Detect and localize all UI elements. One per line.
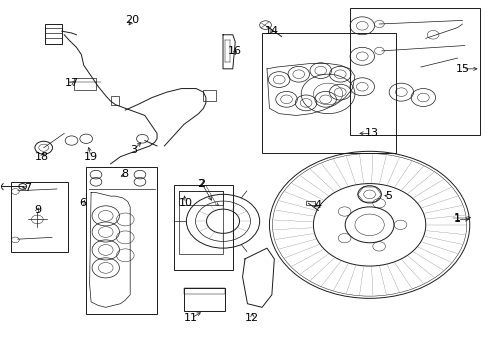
- Bar: [86, 167, 157, 315]
- Bar: [179, 191, 223, 205]
- Bar: [306, 201, 315, 205]
- Text: 1: 1: [454, 215, 461, 224]
- Text: 6: 6: [79, 198, 86, 208]
- Text: 5: 5: [386, 191, 392, 201]
- Text: 16: 16: [228, 46, 242, 56]
- Text: 2: 2: [197, 179, 205, 189]
- Text: 9: 9: [34, 206, 41, 216]
- Bar: [74, 78, 96, 90]
- Bar: [11, 182, 68, 252]
- Bar: [45, 24, 62, 44]
- Text: 15: 15: [455, 64, 469, 74]
- Text: 7: 7: [24, 183, 31, 193]
- Text: 3: 3: [130, 144, 137, 154]
- Text: 20: 20: [125, 15, 140, 26]
- Text: 8: 8: [122, 169, 129, 179]
- Bar: [203, 90, 216, 101]
- Text: 12: 12: [245, 313, 259, 323]
- Text: 17: 17: [65, 78, 78, 88]
- Text: 19: 19: [84, 152, 98, 162]
- Text: 11: 11: [184, 313, 198, 323]
- Text: 18: 18: [35, 152, 49, 162]
- Bar: [184, 288, 225, 311]
- Bar: [184, 288, 225, 294]
- Bar: [179, 191, 223, 253]
- Text: 14: 14: [265, 26, 279, 36]
- Bar: [262, 33, 396, 153]
- Text: 1: 1: [454, 213, 461, 222]
- Bar: [111, 96, 120, 105]
- Bar: [174, 185, 233, 270]
- Bar: [350, 8, 480, 135]
- Text: 4: 4: [315, 200, 322, 210]
- Text: 2: 2: [198, 179, 206, 189]
- Text: 10: 10: [178, 198, 193, 208]
- Text: 13: 13: [365, 129, 379, 138]
